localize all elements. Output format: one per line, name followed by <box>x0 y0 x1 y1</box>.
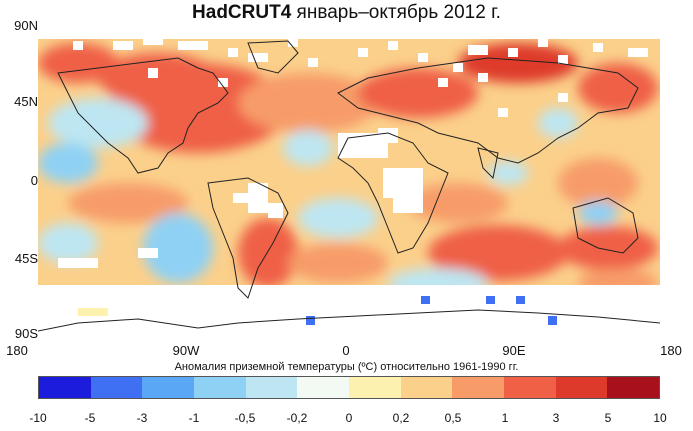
colorbar-tick-label: 1 <box>501 411 509 425</box>
colorbar-segment <box>142 377 195 398</box>
colorbar-tick-label: -3 <box>136 411 148 425</box>
colorbar-segment <box>90 377 143 398</box>
data-cell <box>486 296 495 304</box>
colorbar-segment <box>194 377 246 398</box>
colorbar-segment <box>245 377 298 398</box>
lon-label-90w: 90W <box>172 343 200 358</box>
map-title-dataset: HadCRUT4 <box>192 2 292 23</box>
data-cell <box>516 296 525 304</box>
colorbar-title: Аномалия приземной температуры (ºC) отно… <box>174 361 519 373</box>
map-title: HadCRUT4 январь–октябрь 2012 г. <box>0 2 693 24</box>
lon-label-90e: 90E <box>502 343 526 358</box>
colorbar-segment <box>297 377 350 398</box>
colorbar-tick-label: 0 <box>345 411 353 425</box>
colorbar-segment <box>349 377 401 398</box>
colorbar-tick-label: -10 <box>29 411 47 425</box>
colorbar-tick-label: 10 <box>653 411 667 425</box>
lon-label-180e: 180 <box>660 343 682 358</box>
colorbar-segment <box>504 377 556 398</box>
colorbar-segment <box>555 377 608 398</box>
colorbar-segment <box>607 377 660 398</box>
colorbar-tick-label: -0,5 <box>234 411 256 425</box>
lat-label-45s: 45S <box>14 251 38 266</box>
lat-label-0: 0 <box>30 173 38 188</box>
lat-label-45n: 45N <box>14 94 38 109</box>
colorbar-segment <box>39 377 91 398</box>
colorbar-tick-label: 0,2 <box>392 411 410 425</box>
missing-data-region <box>38 285 660 341</box>
lat-label-90n: 90N <box>14 18 38 33</box>
colorbar-tick-label: -0,2 <box>286 411 308 425</box>
data-cell <box>421 296 430 304</box>
missing-data-cells <box>38 33 660 268</box>
colorbar-segment <box>400 377 453 398</box>
colorbar <box>38 376 660 399</box>
lon-label-180w: 180 <box>6 343 28 358</box>
coastlines <box>38 40 660 332</box>
data-cell <box>306 316 315 325</box>
temperature-anomaly-map <box>38 33 660 341</box>
data-cell <box>78 308 108 316</box>
colorbar-tick-label: 0,5 <box>444 411 462 425</box>
data-cell <box>548 316 557 325</box>
lat-label-90s: 90S <box>14 326 38 341</box>
colorbar-tick-label: 3 <box>552 411 560 425</box>
colorbar-tick-label: -1 <box>188 411 200 425</box>
colorbar-tick-label: -5 <box>84 411 96 425</box>
lon-label-0: 0 <box>342 343 350 358</box>
map-title-period: январь–октябрь 2012 г. <box>291 2 501 23</box>
colorbar-tick-label: 5 <box>604 411 612 425</box>
colorbar-segment <box>452 377 505 398</box>
